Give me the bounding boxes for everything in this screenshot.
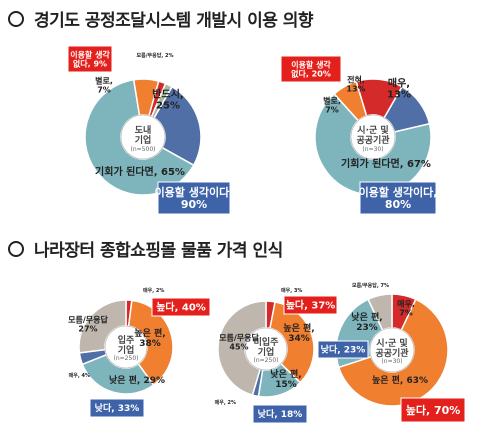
slice-data-label: 매우, 2% [143,287,164,294]
summary-callout-text: 낮다, 23% [321,344,366,356]
slice-data-label: 전혀, 13% [346,75,365,94]
summary-callout-text: 낮다, 33% [95,402,140,414]
slice-data-label: 매우, 3% [281,287,302,294]
slice-data-label: 모름/무응답 27% [68,315,108,334]
center-hole [244,327,288,371]
summary-callout-box [283,295,338,315]
sample-size-label: (n=30) [381,358,402,365]
summary-callout-text: 높다, 37% [286,299,336,312]
sample-size-label: (n=30) [362,146,383,153]
slice-data-label: 모름/무응답, 7% [352,282,389,289]
circle-bullet-icon [8,11,24,27]
slice-data-label: 별로, 7% [95,76,113,95]
summary-callout-box [151,297,211,317]
center-hole [369,327,415,373]
summary-callout-box [252,404,308,424]
center-hole [350,114,396,160]
center-label: 시·군 및 공공기관 [356,124,390,146]
slice-data-label: 높은 편, 34% [283,322,314,344]
center-label: 시·군 및 공공기관 [375,337,409,359]
slice-data-label: 높은 편, 38% [134,327,165,349]
slice-data-label: 매우, 2% [215,399,236,406]
summary-callout-box [67,45,113,73]
slice-data-label: 낮은 편, 23% [351,311,382,333]
sample-size-label: (n=500) [131,146,156,153]
slice-data-label: 모름/무응답 45% [219,333,259,352]
center-label: 도내 기업 [135,124,152,146]
summary-callout-text: 낮다, 18% [258,408,303,420]
center-label: 미입주 기업 [254,336,279,358]
summary-callout-text: 이용할 생각 없다, 20% [291,59,331,78]
slice-data-label: 낮은 편, 15% [270,368,301,390]
summary-callout-box [359,181,437,215]
summary-callout-text: 이용할 생각 없다, 9% [70,49,110,68]
circle-bullet-icon [8,241,24,257]
section-title-price-perception: 나라장터 종합쇼핑몰 물품 가격 인식 [8,236,283,261]
center-hole [104,325,148,369]
sample-size-label: (n=250) [114,355,139,362]
slice-data-label: 반드시, 25% [152,88,183,112]
summary-callout-box [89,398,145,418]
summary-callout-box [400,397,466,423]
center-hole [120,114,166,160]
slice-data-label: 높은 편, 63% [372,374,428,386]
summary-callout-box [157,181,231,215]
summary-callout-text: 높다, 70% [406,403,461,417]
section-title-usage-intent: 경기도 공정조달시스템 개발시 이용 의향 [8,6,314,31]
slice-data-label: 모름/무응답, 2% [137,52,174,59]
sample-size-label: (n=250) [254,357,279,364]
slice-data-label: 기회가 된다면, 67% [341,157,431,170]
summary-callout-text: 이용할 생각이다, 80% [359,185,438,211]
slice-data-label: 매우, 13% [387,77,411,101]
center-label: 입주 기업 [118,334,135,356]
summary-callout-text: 이용할 생각이다, 90% [155,185,234,211]
slice-data-label: 매우, 7% [397,299,415,318]
summary-callout-box [317,340,369,359]
summary-callout-text: 높다, 40% [156,301,206,314]
section-title-text: 나라장터 종합쇼핑몰 물품 가격 인식 [34,241,283,261]
slice-data-label: 별로, 7% [323,96,341,115]
summary-callout-box [280,55,342,83]
slice-data-label: 낮은 편, 29% [109,374,165,386]
slice-data-label: 기회가 된다면, 65% [95,165,185,178]
section-title-text: 경기도 공정조달시스템 개발시 이용 의향 [34,11,314,31]
slice-data-label: 매우, 4% [69,372,90,379]
